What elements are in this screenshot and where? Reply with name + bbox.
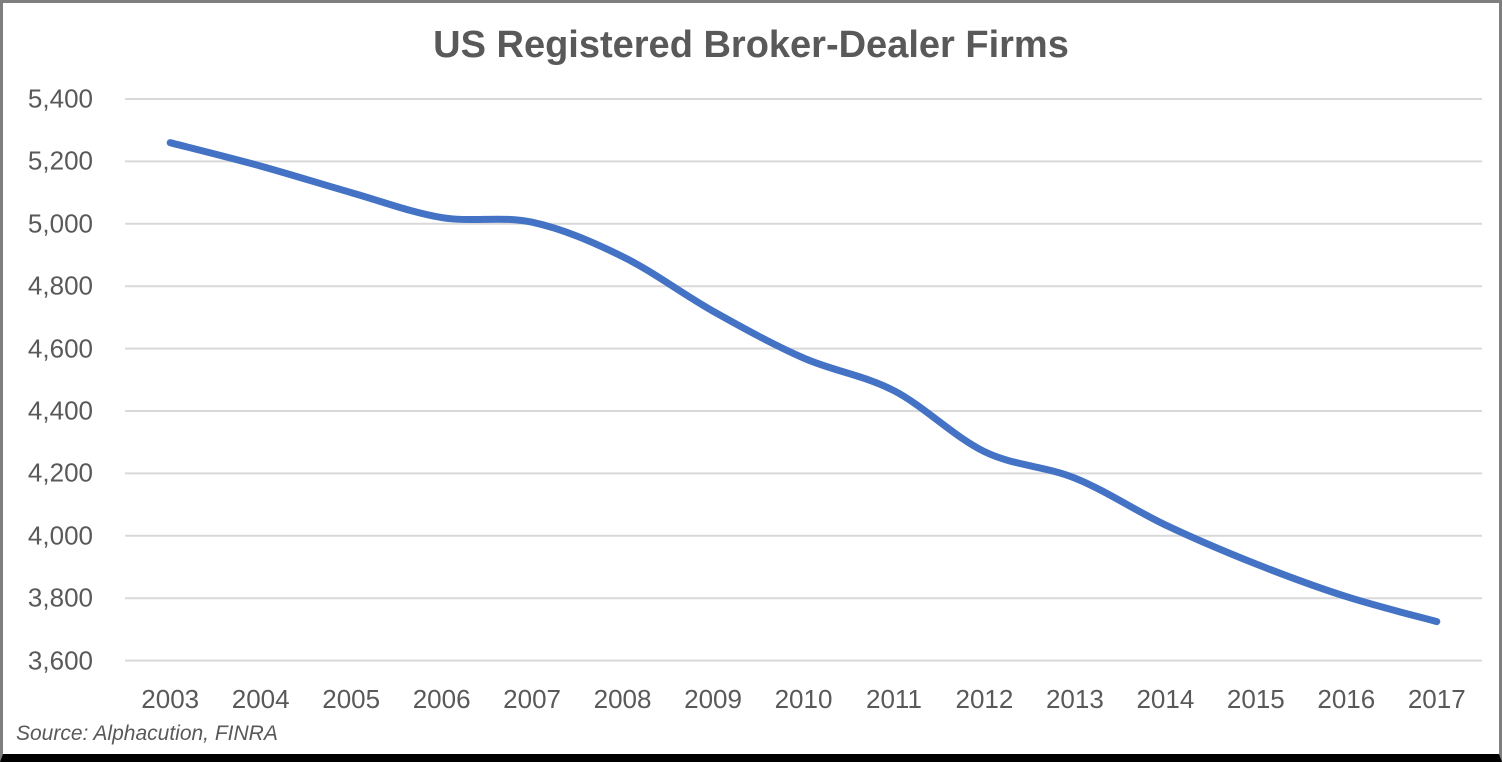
y-axis: 3,600 3,800 4,000 4,200 4,400 4,600 4,800 5,000… <box>3 3 93 754</box>
y-axis-tick-label: 5,400 <box>27 83 93 114</box>
y-axis-tick-label: 4,600 <box>27 333 93 364</box>
y-axis-tick-label: 4,200 <box>27 457 93 488</box>
x-axis-tick-label: 2003 <box>141 684 200 714</box>
y-axis-tick-label: 5,000 <box>27 208 93 239</box>
x-axis-tick-label: 2013 <box>1045 684 1104 714</box>
x-axis-tick-label: 2016 <box>1317 684 1376 714</box>
source-note: Source: Alphacution, FINRA <box>16 722 278 745</box>
x-axis-tick-label: 2010 <box>774 684 833 714</box>
gridlines <box>125 98 1482 662</box>
x-axis-tick-label: 2015 <box>1226 684 1285 714</box>
y-axis-tick-label: 4,800 <box>27 270 93 301</box>
y-axis-tick-label: 3,800 <box>27 582 93 613</box>
x-axis-tick-label: 2007 <box>503 684 562 714</box>
x-axis-tick-label: 2011 <box>865 684 922 714</box>
y-axis-tick-label: 5,200 <box>27 145 93 176</box>
y-axis-tick-label: 3,600 <box>27 645 93 676</box>
x-axis-tick-label: 2004 <box>231 684 290 714</box>
x-axis-tick-label: 2005 <box>322 684 381 714</box>
y-axis-tick-label: 4,000 <box>27 520 93 551</box>
chart-title: US Registered Broker-Dealer Firms <box>433 24 1069 66</box>
x-axis-tick-label: 2012 <box>955 684 1014 714</box>
x-axis-tick-label: 2017 <box>1407 684 1466 714</box>
x-axis-tick-label: 2009 <box>684 684 742 714</box>
x-axis-tick-label: 2006 <box>412 684 471 714</box>
y-axis-tick-label: 4,400 <box>27 395 93 426</box>
series-line <box>166 139 1441 626</box>
x-axis-tick-label: 2014 <box>1136 684 1195 714</box>
x-axis: 2003 2004 2005 2006 2007 2008 2009 2010 2011 2012… <box>3 3 1499 754</box>
plot-area <box>125 98 1482 662</box>
x-axis-tick-label: 2008 <box>593 684 652 714</box>
